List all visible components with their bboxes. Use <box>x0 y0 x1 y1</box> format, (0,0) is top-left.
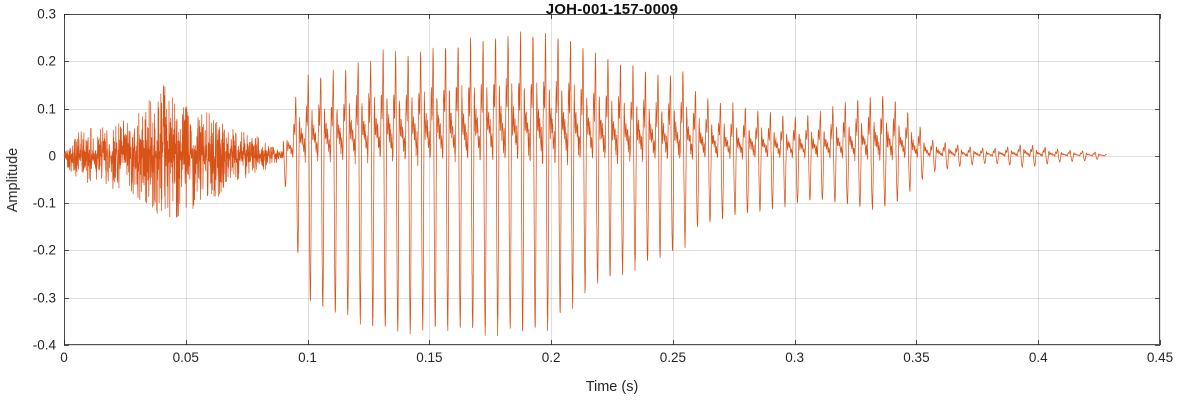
x-axis-label: Time (s) <box>585 379 639 395</box>
chart-title: JOH-001-157-0009 <box>545 1 679 18</box>
y-axis-label: Amplitude <box>5 147 21 213</box>
